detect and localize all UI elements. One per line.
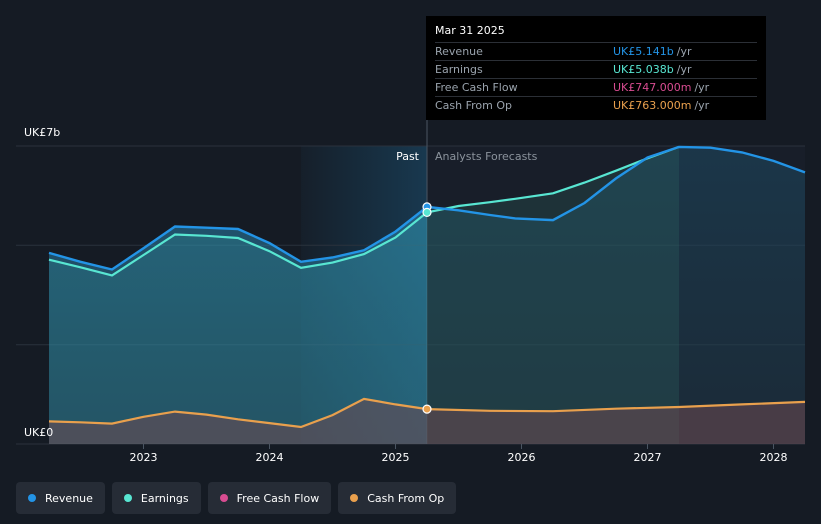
legend-label: Cash From Op xyxy=(367,491,445,505)
earnings-area-forecast xyxy=(427,146,679,444)
past-label: Past xyxy=(396,150,420,163)
legend-dot-icon xyxy=(123,494,132,502)
tooltip-row-label: Revenue xyxy=(435,45,483,58)
x-tick-label: 2026 xyxy=(508,451,536,464)
legend-item-revenue[interactable]: Revenue xyxy=(16,482,105,514)
x-tick-label: 2025 xyxy=(382,451,410,464)
tooltip-row-unit: /yr xyxy=(694,99,710,112)
forecast-label: Analysts Forecasts xyxy=(435,150,538,163)
earnings-area-past xyxy=(49,212,427,444)
tooltip-row-value: UK£5.038b xyxy=(613,63,674,76)
y-top-label: UK£7b xyxy=(24,126,60,139)
x-tick-label: 2028 xyxy=(760,451,788,464)
tooltip-date: Mar 31 2025 xyxy=(435,24,505,37)
tooltip: Mar 31 2025 Revenue UK£5.141b/yr Earnings U… xyxy=(426,16,766,120)
x-tick-label: 2024 xyxy=(256,451,284,464)
legend-label: Free Cash Flow xyxy=(236,491,320,505)
legend-item-free-cash-flow[interactable]: Free Cash Flow xyxy=(207,482,332,514)
tooltip-row-value: UK£747.000m xyxy=(613,81,692,94)
revenue-area-forecast xyxy=(427,146,805,444)
legend-label: Revenue xyxy=(45,491,93,505)
cash-from-op-marker xyxy=(422,404,432,414)
tooltip-row: Earnings UK£5.038b/yr xyxy=(435,60,757,78)
tooltip-row-unit: /yr xyxy=(694,81,710,94)
tooltip-row: Cash From Op UK£763.000m/yr xyxy=(435,96,757,114)
tooltip-row-label: Cash From Op xyxy=(435,99,513,112)
earnings-marker xyxy=(422,207,432,218)
legend-label: Earnings xyxy=(140,491,189,505)
tooltip-row-label: Free Cash Flow xyxy=(435,81,518,94)
tooltip-row: Free Cash Flow UK£747.000m/yr xyxy=(435,78,757,96)
tooltip-row-value: UK£5.141b xyxy=(613,45,674,58)
legend-item-cash-from-op[interactable]: Cash From Op xyxy=(338,482,457,514)
tooltip-row-unit: /yr xyxy=(676,63,692,76)
tooltip-row-unit: /yr xyxy=(676,45,692,58)
revenue-area-past xyxy=(49,206,427,444)
financial-chart: UK£7b UK£0 Past Analysts Forecasts 2023 2… xyxy=(16,120,806,464)
earnings-line xyxy=(48,145,680,277)
legend-dot-icon xyxy=(219,494,228,502)
tooltip-row-value: UK£763.000m xyxy=(613,99,692,112)
x-tick-label: 2023 xyxy=(130,451,158,464)
y-bottom-label: UK£0 xyxy=(24,426,53,439)
legend-dot-icon xyxy=(350,494,359,502)
x-tick-label: 2027 xyxy=(634,451,662,464)
legend-dot-icon xyxy=(28,494,36,502)
legend-item-earnings[interactable]: Earnings xyxy=(111,482,201,514)
cash-from-op-line xyxy=(48,397,806,429)
legend: Revenue Earnings Free Cash Flow Cash From O… xyxy=(16,482,457,514)
cash-from-op-area xyxy=(49,398,805,444)
tooltip-row-label: Earnings xyxy=(435,63,483,76)
tooltip-row: Revenue UK£5.141b/yr xyxy=(435,42,757,60)
